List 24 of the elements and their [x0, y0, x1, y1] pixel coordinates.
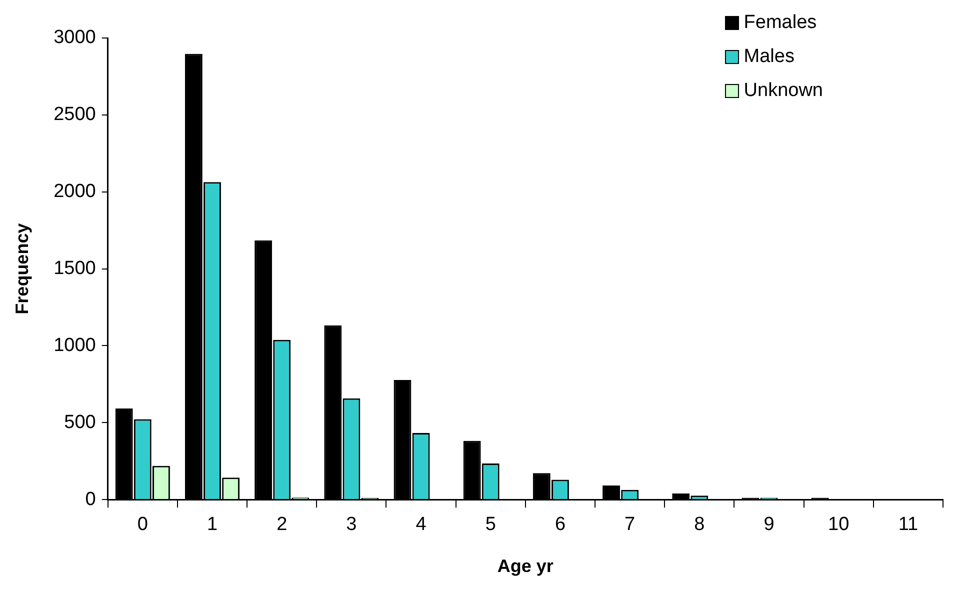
y-tick-label: 0	[85, 488, 96, 510]
legend-label: Females	[744, 12, 817, 34]
legend-label: Males	[744, 46, 794, 68]
x-tick-label: 7	[624, 514, 636, 536]
x-tick-label: 6	[554, 514, 566, 536]
x-tick-label: 3	[346, 514, 357, 536]
x-tick-label: 10	[828, 514, 850, 536]
x-tick-label: 11	[898, 514, 918, 536]
y-axis-title: Frequency	[12, 223, 32, 314]
y-tick-label: 2000	[54, 181, 96, 202]
x-tick-label: 5	[485, 514, 496, 536]
y-tick-label: 3000	[54, 27, 96, 48]
x-tick-label: 8	[694, 514, 705, 536]
y-tick-label: 2500	[54, 104, 96, 126]
x-tick-label: 4	[416, 514, 427, 536]
y-tick-label: 500	[64, 412, 96, 433]
y-tick-label: 1500	[54, 258, 96, 280]
y-tick-label: 1000	[54, 334, 96, 356]
x-axis-title: Age yr	[497, 556, 554, 576]
legend-label: Unknown	[744, 80, 823, 102]
x-tick-label: 2	[276, 514, 288, 536]
x-tick-label: 1	[206, 514, 218, 536]
x-tick-label: 0	[137, 514, 148, 536]
x-tick-label: 9	[764, 514, 774, 536]
